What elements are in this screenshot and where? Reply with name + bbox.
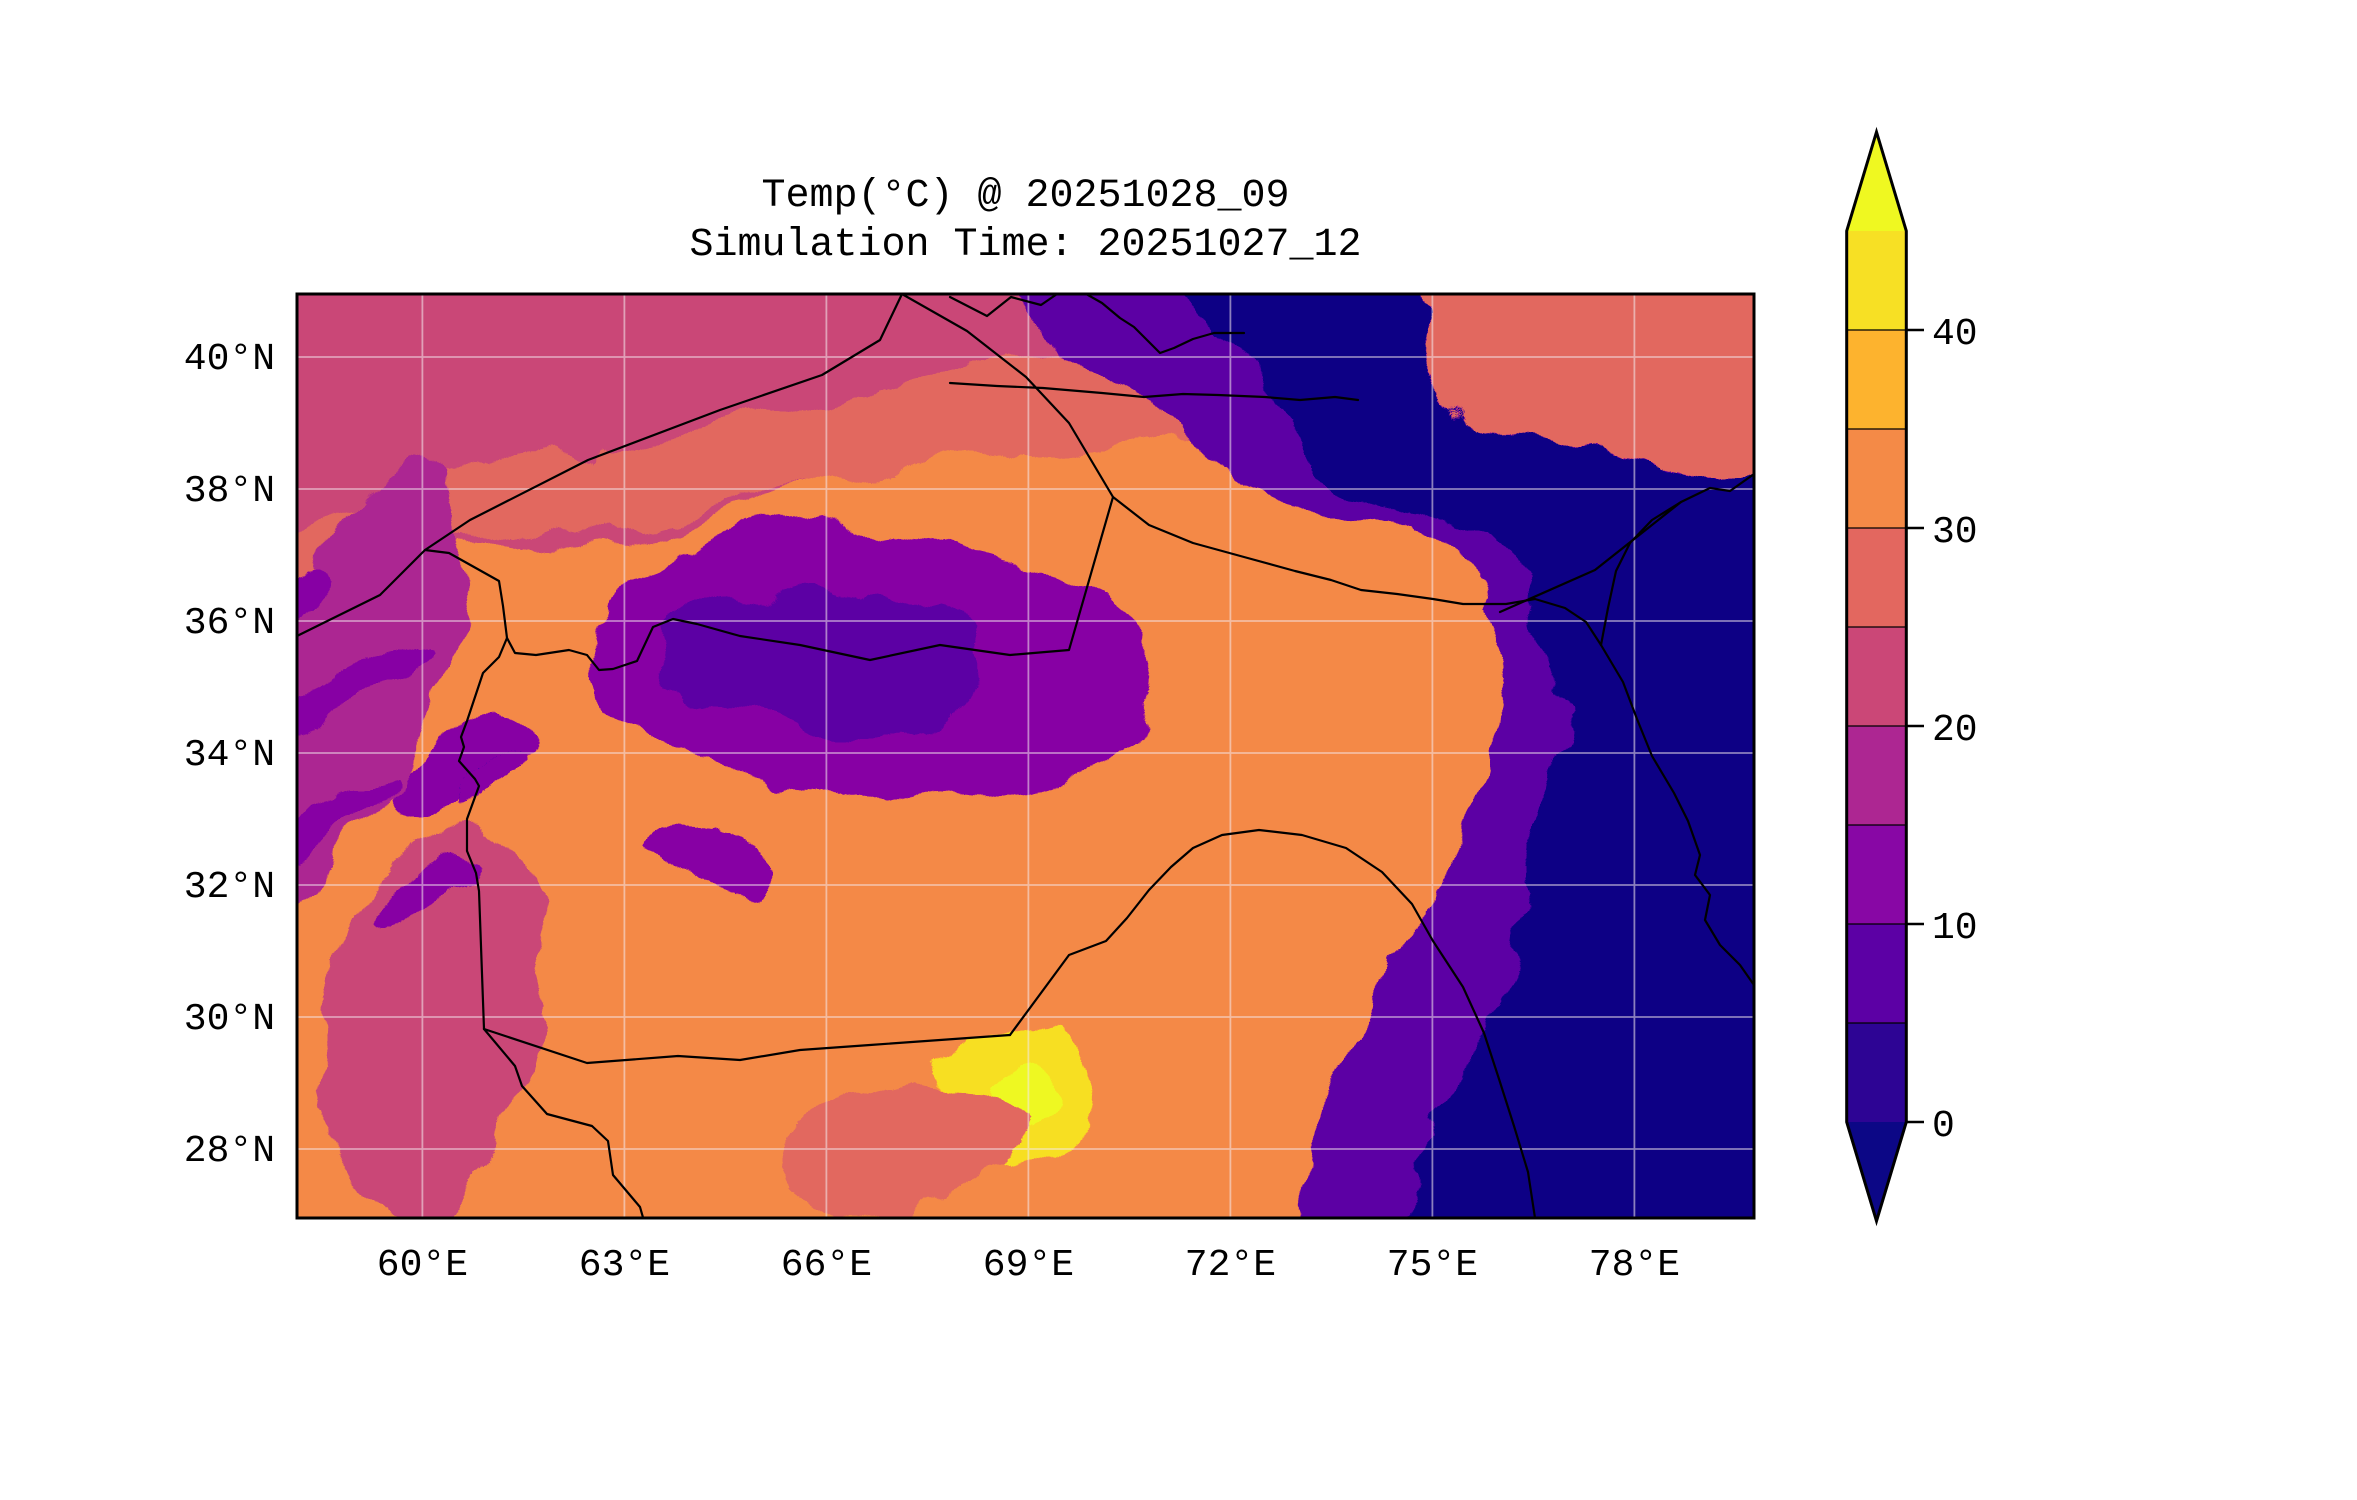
svg-text:38°N: 38°N: [184, 470, 275, 513]
svg-text:72°E: 72°E: [1185, 1244, 1276, 1287]
svg-text:30: 30: [1932, 511, 1978, 554]
svg-text:40°N: 40°N: [184, 338, 275, 381]
svg-text:60°E: 60°E: [377, 1244, 468, 1287]
svg-text:75°E: 75°E: [1387, 1244, 1478, 1287]
svg-text:32°N: 32°N: [184, 866, 275, 909]
svg-text:34°N: 34°N: [184, 734, 275, 777]
svg-text:20: 20: [1932, 709, 1978, 752]
svg-text:10: 10: [1932, 907, 1978, 950]
svg-text:63°E: 63°E: [579, 1244, 670, 1287]
svg-text:30°N: 30°N: [184, 998, 275, 1041]
svg-text:66°E: 66°E: [781, 1244, 872, 1287]
svg-text:78°E: 78°E: [1589, 1244, 1680, 1287]
svg-text:28°N: 28°N: [184, 1130, 275, 1173]
svg-text:69°E: 69°E: [983, 1244, 1074, 1287]
svg-text:40: 40: [1932, 313, 1978, 356]
svg-text:0: 0: [1932, 1105, 1955, 1148]
svg-text:36°N: 36°N: [184, 602, 275, 645]
